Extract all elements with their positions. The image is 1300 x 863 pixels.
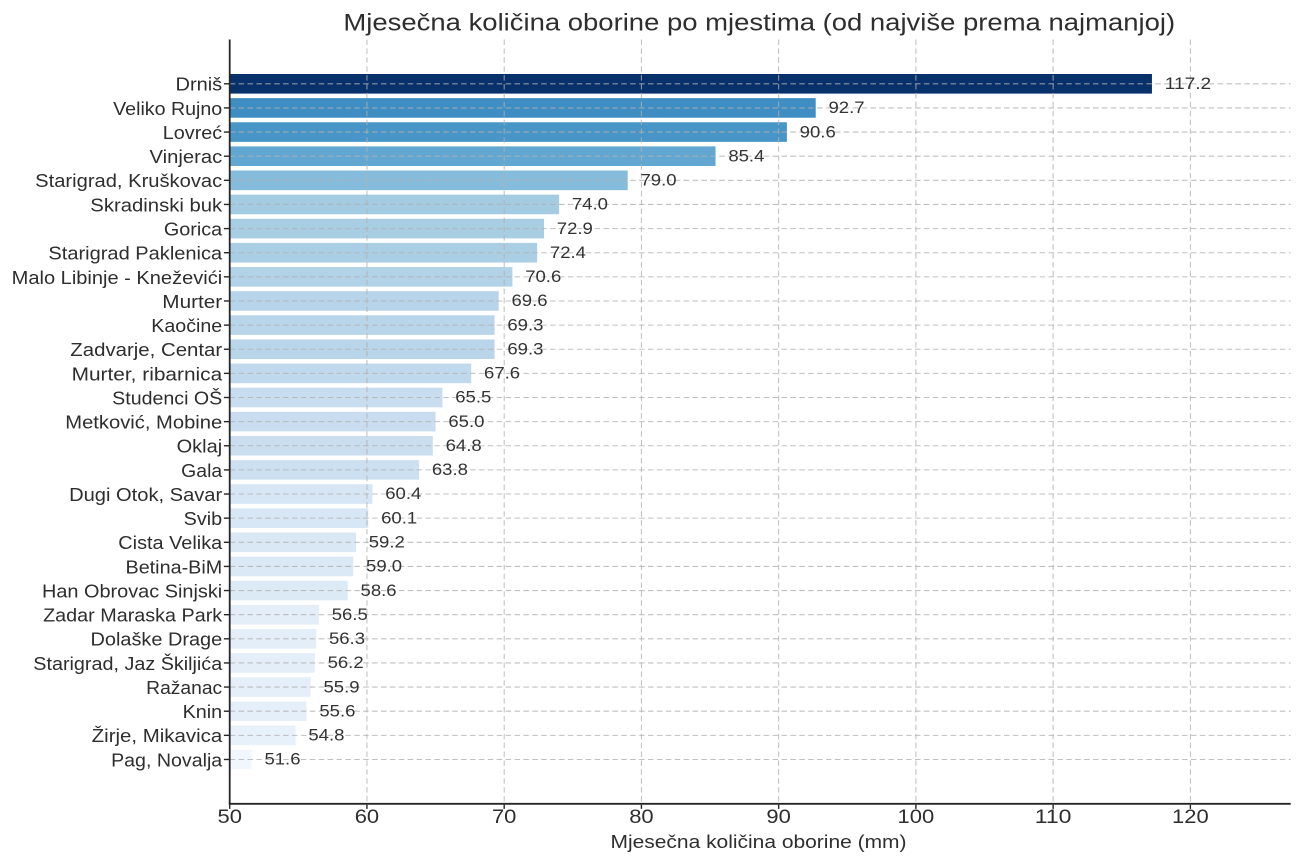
svg-text:Starigrad, Jaz Škiljića: Starigrad, Jaz Škiljića	[33, 653, 223, 674]
svg-text:Ražanac: Ražanac	[146, 678, 222, 698]
svg-text:Murter: Murter	[162, 292, 222, 312]
svg-text:117.2: 117.2	[1165, 75, 1211, 93]
svg-text:Han Obrovac Sinjski: Han Obrovac Sinjski	[42, 581, 222, 601]
svg-text:Zadar Maraska Park: Zadar Maraska Park	[43, 606, 223, 626]
svg-text:69.3: 69.3	[507, 340, 543, 358]
svg-text:Lovreć: Lovreć	[163, 123, 222, 143]
svg-text:Veliko Rujno: Veliko Rujno	[113, 99, 222, 119]
svg-text:69.6: 69.6	[511, 292, 547, 310]
svg-text:120: 120	[1172, 806, 1209, 828]
svg-text:54.8: 54.8	[308, 727, 344, 745]
svg-text:56.5: 56.5	[332, 606, 368, 624]
svg-text:Svib: Svib	[184, 509, 223, 529]
svg-text:60.1: 60.1	[381, 509, 417, 527]
svg-text:Pag, Novalja: Pag, Novalja	[111, 750, 223, 770]
svg-text:59.0: 59.0	[366, 558, 402, 576]
svg-text:85.4: 85.4	[728, 147, 764, 165]
svg-text:63.8: 63.8	[432, 461, 468, 479]
svg-text:Knin: Knin	[183, 702, 223, 722]
svg-text:Vinjerac: Vinjerac	[150, 147, 223, 167]
svg-text:65.5: 65.5	[455, 389, 491, 407]
svg-text:90.6: 90.6	[800, 123, 836, 141]
svg-text:Starigrad Paklenica: Starigrad Paklenica	[48, 244, 223, 264]
svg-text:Drniš: Drniš	[176, 75, 223, 95]
svg-text:Žirje, Mikavica: Žirje, Mikavica	[92, 726, 224, 746]
svg-text:60.4: 60.4	[385, 485, 421, 503]
svg-text:50: 50	[217, 806, 242, 828]
svg-text:92.7: 92.7	[829, 99, 865, 117]
svg-text:Murter, ribarnica: Murter, ribarnica	[72, 364, 224, 384]
svg-text:67.6: 67.6	[484, 365, 520, 383]
svg-text:Zadvarje, Centar: Zadvarje, Centar	[70, 340, 222, 360]
svg-text:Starigrad, Kruškovac: Starigrad, Kruškovac	[35, 171, 222, 191]
svg-text:Cista Velika: Cista Velika	[118, 533, 223, 553]
svg-text:Gala: Gala	[181, 461, 223, 481]
svg-text:55.6: 55.6	[319, 702, 355, 720]
svg-text:Kaočine: Kaočine	[151, 316, 222, 336]
svg-text:79.0: 79.0	[641, 172, 677, 190]
svg-text:72.4: 72.4	[550, 244, 586, 262]
svg-text:Mjesečna količina oborine po m: Mjesečna količina oborine po mjestima (o…	[343, 10, 1175, 37]
svg-text:Dolaške Drage: Dolaške Drage	[91, 630, 223, 650]
svg-text:Malo Libinje - Kneževići: Malo Libinje - Kneževići	[12, 268, 223, 288]
svg-text:56.3: 56.3	[329, 630, 365, 648]
svg-text:90: 90	[766, 806, 791, 828]
svg-text:55.9: 55.9	[323, 678, 359, 696]
svg-text:72.9: 72.9	[557, 220, 593, 238]
svg-text:65.0: 65.0	[448, 413, 484, 431]
svg-text:Gorica: Gorica	[164, 219, 223, 239]
svg-text:Mjesečna količina oborine (mm): Mjesečna količina oborine (mm)	[611, 831, 907, 852]
svg-text:Studenci OŠ: Studenci OŠ	[112, 387, 222, 408]
svg-text:51.6: 51.6	[264, 751, 300, 769]
svg-text:Metković, Mobine: Metković, Mobine	[65, 413, 222, 433]
svg-text:100: 100	[898, 806, 935, 828]
svg-text:80: 80	[629, 806, 654, 828]
svg-text:64.8: 64.8	[446, 437, 482, 455]
svg-text:Dugi Otok, Savar: Dugi Otok, Savar	[69, 485, 222, 505]
svg-text:110: 110	[1035, 806, 1072, 828]
svg-text:Skradinski buk: Skradinski buk	[90, 195, 223, 215]
svg-text:69.3: 69.3	[507, 316, 543, 334]
svg-text:Oklaj: Oklaj	[177, 437, 223, 457]
svg-text:59.2: 59.2	[369, 533, 405, 551]
svg-text:70.6: 70.6	[525, 268, 561, 286]
svg-text:58.6: 58.6	[361, 582, 397, 600]
svg-text:60: 60	[355, 806, 380, 828]
svg-text:70: 70	[492, 806, 517, 828]
svg-text:Betina-BiM: Betina-BiM	[126, 557, 223, 577]
svg-text:74.0: 74.0	[572, 196, 608, 214]
svg-text:56.2: 56.2	[328, 654, 364, 672]
